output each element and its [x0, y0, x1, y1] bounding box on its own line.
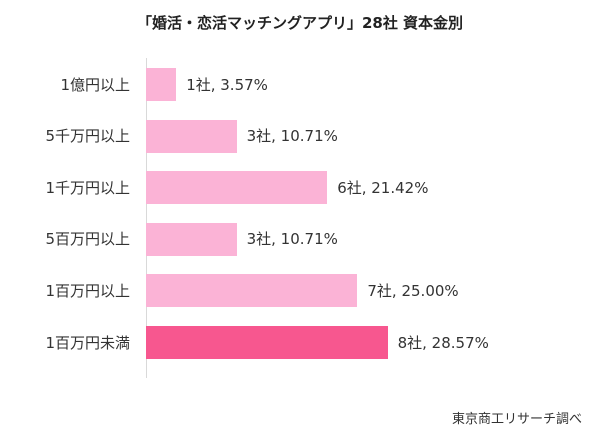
category-label: 5千万円以上 [45, 127, 130, 146]
bar-value-label: 8社, 28.57% [397, 333, 489, 352]
category-label: 1百万円未満 [45, 333, 130, 352]
bar-value-label: 3社, 10.71% [246, 230, 338, 249]
category-label: 1億円以上 [60, 75, 130, 94]
category-label: 5百万円以上 [45, 230, 130, 249]
bar [146, 171, 328, 205]
bar [146, 119, 237, 153]
bar [146, 68, 177, 101]
category-axis-line [146, 58, 147, 378]
bar-value-label: 6社, 21.42% [337, 178, 429, 197]
bar [146, 222, 237, 256]
bar-value-label: 7社, 25.00% [367, 281, 459, 300]
source-note: 東京商工リサーチ調べ [451, 412, 582, 427]
category-label: 1千万円以上 [45, 178, 130, 197]
bar [146, 274, 358, 308]
chart-title: 「婚活・恋活マッチングアプリ」28社 資本金別 [136, 14, 464, 32]
bar-value-label: 3社, 10.71% [246, 127, 338, 146]
bar [146, 326, 388, 359]
category-label: 1百万円以上 [45, 281, 130, 300]
bar-value-label: 1社, 3.57% [186, 75, 268, 94]
